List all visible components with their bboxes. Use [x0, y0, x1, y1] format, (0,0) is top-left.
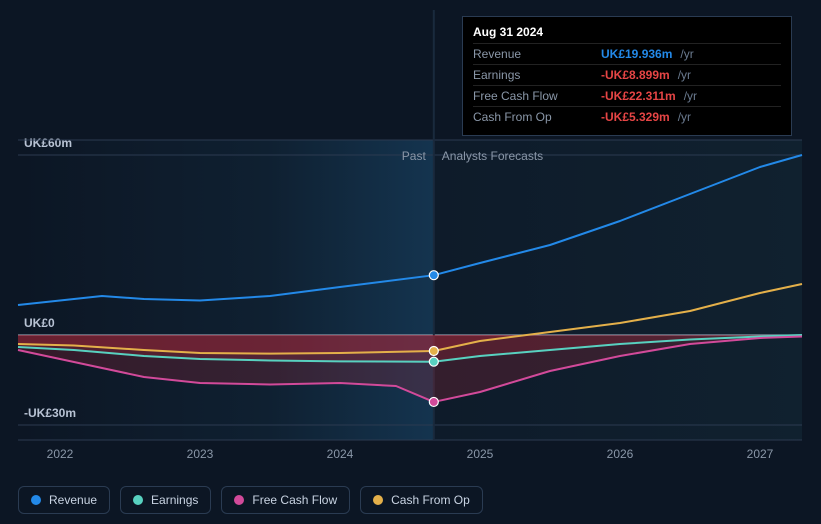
forecast-panel: [434, 140, 802, 440]
past-label: Past: [402, 149, 427, 163]
financials-forecast-chart: UK£60m UK£0 -UK£30m 2022 2023 2024 2025 2026 202…: [0, 0, 821, 524]
tooltip-row: Earnings -UK£8.899m/yr: [473, 64, 781, 85]
hover-marker-earnings: [429, 357, 438, 366]
legend-label: Free Cash Flow: [252, 493, 337, 507]
x-axis-label: 2023: [187, 447, 214, 461]
hover-marker-revenue: [429, 271, 438, 280]
y-axis-label: UK£0: [24, 316, 55, 330]
hover-marker-cfo: [429, 346, 438, 355]
tooltip-metric-label: Cash From Op: [473, 110, 593, 124]
legend-item-free-cash-flow[interactable]: Free Cash Flow: [221, 486, 350, 514]
past-panel: [18, 140, 434, 440]
legend-item-revenue[interactable]: Revenue: [18, 486, 110, 514]
legend-dot: [31, 495, 41, 505]
tooltip-row: Cash From Op -UK£5.329m/yr: [473, 106, 781, 127]
tooltip-unit: /yr: [684, 89, 697, 103]
hover-tooltip: Aug 31 2024 RevenueUK£19.936m/yrEarnings…: [462, 16, 792, 136]
legend-dot: [133, 495, 143, 505]
legend-item-earnings[interactable]: Earnings: [120, 486, 211, 514]
tooltip-date: Aug 31 2024: [473, 25, 781, 43]
x-axis-label: 2027: [747, 447, 774, 461]
x-axis-label: 2026: [607, 447, 634, 461]
tooltip-metric-value: UK£19.936m: [601, 47, 672, 61]
tooltip-metric-value: -UK£5.329m: [601, 110, 670, 124]
y-axis-label: -UK£30m: [24, 406, 76, 420]
legend-item-cash-from-op[interactable]: Cash From Op: [360, 486, 483, 514]
tooltip-row: Revenue UK£19.936m/yr: [473, 43, 781, 64]
forecast-label: Analysts Forecasts: [442, 149, 543, 163]
tooltip-metric-label: Free Cash Flow: [473, 89, 593, 103]
legend-label: Earnings: [151, 493, 198, 507]
legend-dot: [234, 495, 244, 505]
tooltip-row: Free Cash Flow -UK£22.311m/yr: [473, 85, 781, 106]
tooltip-unit: /yr: [680, 47, 693, 61]
tooltip-metric-value: -UK£8.899m: [601, 68, 670, 82]
tooltip-unit: /yr: [678, 68, 691, 82]
x-axis-label: 2025: [467, 447, 494, 461]
tooltip-metric-value: -UK£22.311m: [601, 89, 676, 103]
legend: Revenue Earnings Free Cash Flow Cash From O…: [18, 486, 483, 514]
legend-dot: [373, 495, 383, 505]
x-axis-label: 2024: [327, 447, 354, 461]
legend-label: Revenue: [49, 493, 97, 507]
hover-marker-fcf: [429, 397, 438, 406]
tooltip-metric-label: Earnings: [473, 68, 593, 82]
y-axis-label: UK£60m: [24, 136, 72, 150]
tooltip-unit: /yr: [678, 110, 691, 124]
x-axis-label: 2022: [47, 447, 74, 461]
legend-label: Cash From Op: [391, 493, 470, 507]
tooltip-metric-label: Revenue: [473, 47, 593, 61]
